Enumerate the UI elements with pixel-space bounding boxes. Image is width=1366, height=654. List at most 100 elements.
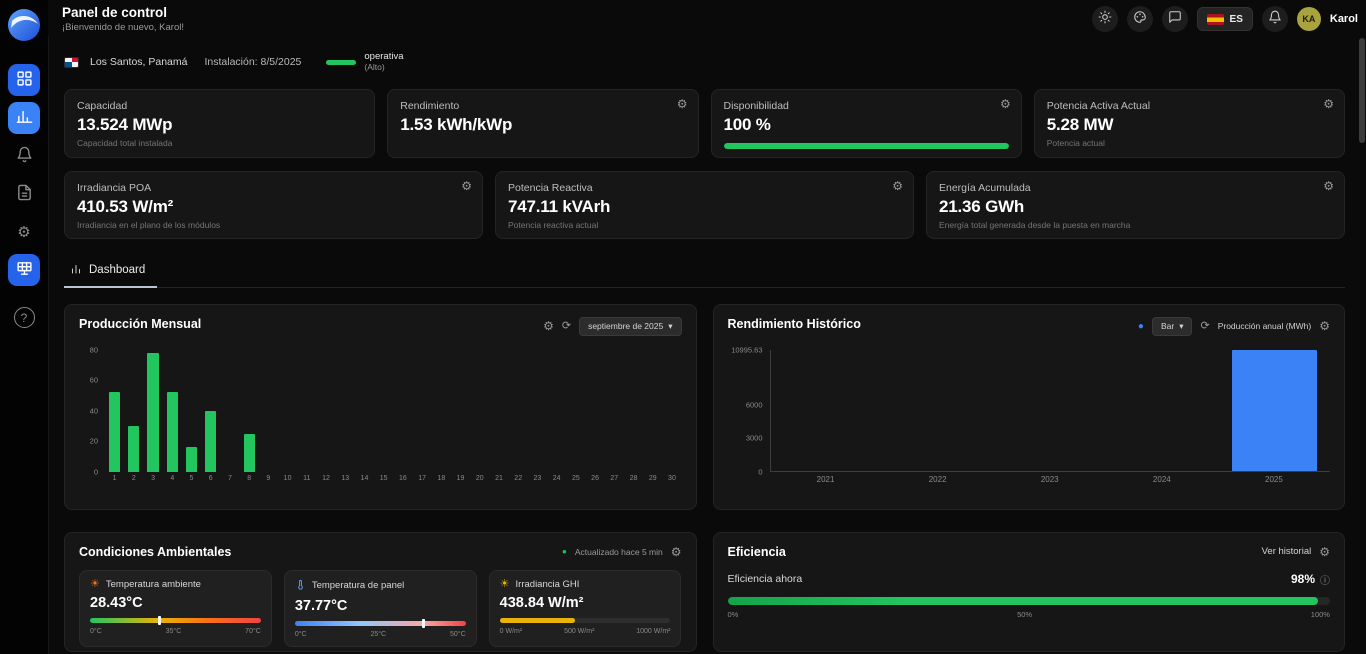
settings-icon[interactable]: ⚙ xyxy=(1319,319,1330,334)
gauge-marker xyxy=(157,615,161,625)
help-icon: ? xyxy=(20,310,28,325)
series-legend-dot: ● xyxy=(1137,320,1144,332)
kpi-card-potencia-reactiva: ⚙ Potencia Reactiva 747.11 kVArh Potenci… xyxy=(495,170,914,239)
settings-icon[interactable]: ⚙ xyxy=(461,178,472,193)
theme-toggle-button[interactable] xyxy=(1091,6,1118,32)
spain-flag-icon xyxy=(1206,13,1224,25)
settings-icon[interactable]: ⚙ xyxy=(543,319,554,334)
metric-panel-temperature: Temperatura de panel 37.77°C 0°C 25°C 50… xyxy=(283,569,477,647)
chat-button[interactable] xyxy=(1161,6,1188,32)
sidebar-item-help[interactable]: ? xyxy=(13,307,35,328)
header-actions: ES KA Karol xyxy=(1091,6,1358,32)
kpi-value: 5.28 MW xyxy=(1046,114,1114,134)
sidebar-item-alerts[interactable] xyxy=(8,140,40,172)
bar-slot xyxy=(393,350,412,472)
x-tick-label: 28 xyxy=(629,474,638,482)
metric-ghi-irradiance: ☀ Irradiancia GHI 438.84 W/m² 0 W/m² 500… xyxy=(488,569,682,647)
plot-area xyxy=(105,350,682,472)
kpi-subtitle: Potencia actual xyxy=(1046,137,1105,148)
metric-scale: 0 W/m² 500 W/m² 1000 W/m² xyxy=(500,628,671,635)
bottom-row: Condiciones Ambientales ● Actualizado ha… xyxy=(64,531,1345,652)
efficiency-row: Eficiencia ahora 98% ⓘ xyxy=(728,572,1331,587)
kpi-label: Disponibilidad xyxy=(723,99,789,112)
bar-slot xyxy=(240,350,259,472)
bar-slot xyxy=(547,350,566,472)
scrollbar-thumb[interactable] xyxy=(1359,38,1365,143)
x-tick-label: 8 xyxy=(247,474,252,482)
panel-title: Condiciones Ambientales xyxy=(79,544,232,559)
bar-slot xyxy=(605,350,624,472)
x-tick-label: 6 xyxy=(208,474,213,482)
x-tick-label: 2025 xyxy=(1265,474,1283,484)
scale-max: 50°C xyxy=(450,630,466,638)
sidebar-item-settings[interactable]: ⚙ xyxy=(8,216,40,248)
settings-icon[interactable]: ⚙ xyxy=(676,96,688,111)
kpi-value: 21.36 GWh xyxy=(939,196,1025,216)
user-avatar[interactable]: KA xyxy=(1296,7,1321,31)
x-tick-label: 27 xyxy=(610,474,619,482)
chart-type-value: Bar xyxy=(1160,321,1175,332)
app-logo[interactable] xyxy=(6,7,42,43)
bar-slot xyxy=(278,350,297,472)
grid-icon xyxy=(16,70,33,91)
bar xyxy=(243,433,255,472)
status-indicator-bar xyxy=(326,59,357,65)
month-selector[interactable]: septiembre de 2025 ▾ xyxy=(579,316,682,336)
bar-slot xyxy=(374,350,393,472)
x-tick-label: 5 xyxy=(189,474,194,482)
metric-gauge xyxy=(90,615,261,625)
bar xyxy=(166,392,178,472)
sidebar-item-plant[interactable] xyxy=(8,254,40,286)
bar-slot xyxy=(1218,349,1330,471)
settings-icon[interactable]: ⚙ xyxy=(670,544,682,559)
bar-slot xyxy=(105,350,124,472)
kpi-row-1: Capacidad 13.524 MWp Capacidad total ins… xyxy=(64,88,1345,158)
chart-controls: ⚙ ⟳ septiembre de 2025 ▾ xyxy=(543,316,682,336)
refresh-icon[interactable]: ⟳ xyxy=(561,319,572,332)
x-tick-label: 14 xyxy=(360,474,369,482)
chart-type-selector[interactable]: Bar ▾ xyxy=(1151,316,1193,336)
bar-slot xyxy=(336,350,355,472)
bar xyxy=(185,447,198,472)
metric-header: ☀ Temperatura ambiente xyxy=(90,578,261,590)
panama-flag-icon xyxy=(64,56,79,68)
bar-slot xyxy=(451,350,470,472)
scale-mid: 35°C xyxy=(165,627,182,635)
palette-button[interactable] xyxy=(1126,6,1153,32)
gear-icon: ⚙ xyxy=(17,224,31,241)
view-history-link[interactable]: Ver historial xyxy=(1261,546,1312,558)
kpi-value: 100 % xyxy=(723,114,771,134)
availability-progress-fill xyxy=(723,142,1009,149)
sidebar-item-reports[interactable] xyxy=(8,178,40,210)
scale-mid: 500 W/m² xyxy=(564,627,595,635)
month-selector-value: septiembre de 2025 xyxy=(588,321,664,332)
language-selector[interactable]: ES xyxy=(1196,7,1253,31)
settings-icon[interactable]: ⚙ xyxy=(892,178,903,193)
metric-label: Temperatura de panel xyxy=(311,580,405,592)
sidebar-item-dashboard[interactable] xyxy=(8,64,40,96)
bar-slot xyxy=(297,350,316,472)
efficiency-now-label: Eficiencia ahora xyxy=(727,573,803,586)
y-axis: 0 20 40 60 80 xyxy=(79,345,105,476)
kpi-subtitle: Potencia reactiva actual xyxy=(508,219,599,230)
settings-icon[interactable]: ⚙ xyxy=(1323,178,1334,193)
settings-icon[interactable]: ⚙ xyxy=(999,96,1011,111)
kpi-value: 1.53 kWh/kWp xyxy=(400,114,513,134)
x-tick-label: 26 xyxy=(591,474,599,482)
gauge-fill xyxy=(499,617,575,623)
tab-dashboard[interactable]: Dashboard xyxy=(64,256,158,288)
sidebar-item-analytics[interactable] xyxy=(8,102,40,134)
notifications-button[interactable] xyxy=(1261,6,1288,32)
header-titles: Panel de control ¡Bienvenido de nuevo, K… xyxy=(62,5,184,32)
info-icon[interactable]: ⓘ xyxy=(1320,575,1330,587)
settings-icon[interactable]: ⚙ xyxy=(1323,96,1334,111)
efficiency-panel: Eficiencia Ver historial ⚙ Eficiencia ah… xyxy=(712,531,1345,652)
bar-chart-icon xyxy=(16,108,33,129)
y-tick-label: 3000 xyxy=(745,433,763,443)
refresh-icon[interactable]: ⟳ xyxy=(1200,319,1210,332)
kpi-value: 13.524 MWp xyxy=(77,114,173,134)
page-title: Panel de control xyxy=(62,5,168,21)
site-info-row: Los Santos, Panamá Instalación: 8/5/2025… xyxy=(64,51,1345,73)
y-tick-label: 60 xyxy=(89,375,98,385)
settings-icon[interactable]: ⚙ xyxy=(1319,544,1330,559)
